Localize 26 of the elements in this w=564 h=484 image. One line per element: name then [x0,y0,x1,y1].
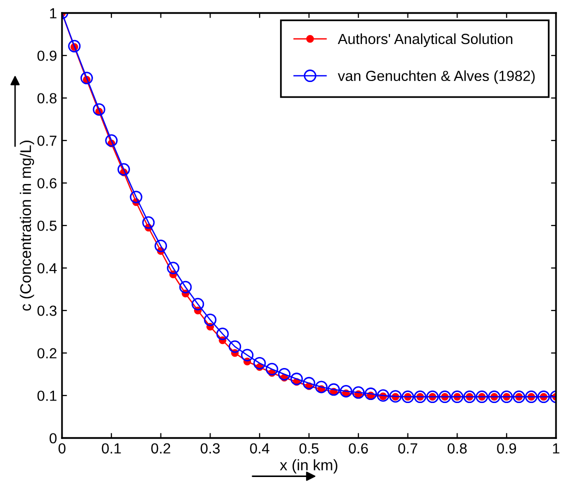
x-tick-label: 0.5 [299,443,319,454]
x-tick-label: 0.7 [398,443,418,454]
x-axis-title: x (in km) [280,459,338,474]
legend-label: Authors' Analytical Solution [338,33,512,48]
y-tick-label: 0.6 [37,178,56,188]
y-tick-label: 0.4 [37,263,57,274]
x-tick-label: 0.8 [448,443,467,454]
y-tick-label: 0.5 [37,220,57,231]
x-tick-label: 1 [553,443,560,454]
y-tick-label: 0 [50,433,57,444]
y-tick-label: 0.8 [37,93,57,104]
y-tick-label: 0.2 [37,348,56,358]
x-tick-label: 0.1 [102,443,121,454]
x-tick-label: 0 [58,443,66,454]
y-tick-label: 0.7 [37,136,56,146]
legend-label: van Genuchten & Alves (1982) [338,70,535,84]
x-tick-label: 0.9 [497,443,516,454]
y-tick-label: 0.3 [37,306,56,316]
y-axis-title: c (Concentration in mg/L) [20,140,34,311]
x-tick-label: 0.3 [200,443,220,454]
x-tick-label: 0.6 [348,443,368,454]
y-tick-label: 1 [50,8,56,18]
x-tick-label: 0.2 [151,443,170,454]
x-tick-label: 0.4 [250,443,270,454]
y-tick-label: 0.9 [37,50,56,61]
y-tick-label: 0.1 [37,390,56,401]
